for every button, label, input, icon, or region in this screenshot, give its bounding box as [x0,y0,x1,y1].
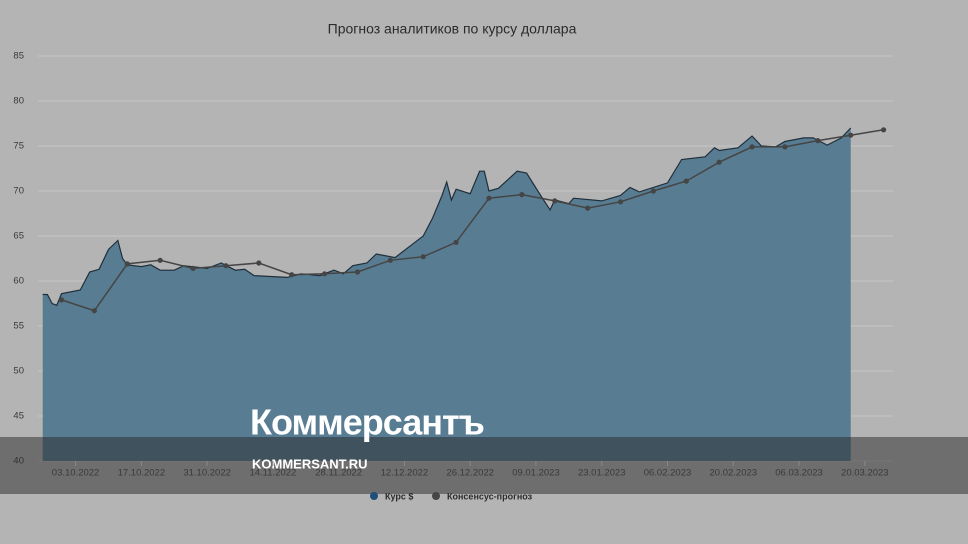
x-axis: 03.10.2022 17.10.2022 31.10.2022 14.11.2022… [52,461,889,479]
x-tick-label: 09.01.2023 [512,468,560,479]
marker [289,272,295,278]
marker [453,239,459,245]
legend-marker [370,492,378,500]
line [61,129,884,312]
watermark-logo: Коммерсантъ [250,402,484,443]
marker [749,144,755,150]
marker [58,297,65,303]
marker [124,261,130,267]
marker [683,178,689,184]
marker [716,159,722,165]
marker [585,205,591,211]
marker [420,254,426,260]
area-outline [42,127,852,307]
x-tick-label: 28.11.2022 [315,468,362,479]
marker [91,308,97,314]
marker [157,257,163,263]
chart-title: Прогноз аналитиков по курсу доллара [328,21,577,37]
x-tick-label: 31.10.2022 [183,468,231,479]
marker [354,269,361,275]
marker [190,265,196,271]
legend-label: Консенсус-прогноз [447,491,533,501]
x-tick-label: 06.03.2023 [775,468,823,479]
plot-area [42,127,887,461]
legend-label: Курс $ [385,491,413,501]
marker [848,132,854,138]
x-tick-label: 03.10.2022 [52,468,100,479]
x-tick-label: 20.03.2023 [841,468,889,479]
marker [650,188,657,194]
marker [815,138,821,144]
y-tick-label: 65 [13,231,24,242]
area [42,128,851,461]
y-tick-label: 60 [13,276,24,287]
x-tick-label: 06.02.2023 [644,468,692,479]
y-tick-label: 80 [13,96,24,107]
marker [321,271,328,277]
y-tick-label: 85 [13,51,24,62]
y-tick-label: 70 [13,186,24,197]
marker [519,192,525,198]
x-tick-label: 17.10.2022 [118,468,166,479]
y-tick-label: 55 [13,321,24,332]
x-tick-label: 12.12.2022 [381,468,429,479]
y-tick-label: 75 [13,141,24,152]
x-tick-label: 26.12.2022 [446,468,494,479]
marker [552,198,558,204]
y-tick-label: 50 [13,366,24,377]
watermark-url: KOMMERSANT.RU [252,456,368,471]
marker [256,260,262,266]
y-tick-label: 45 [13,411,24,422]
legend: Курс $ Консенсус-прогноз [370,491,533,501]
x-tick-label: 14.11.2022 [249,468,296,479]
marker [881,127,887,133]
marker [387,257,393,263]
x-tick-label: 23.01.2023 [578,468,626,479]
legend-marker [432,492,440,500]
marker [486,195,492,201]
marker [617,199,624,205]
watermark-band [0,437,968,494]
marker [782,144,788,150]
marker [223,263,229,269]
x-tick-label: 20.02.2023 [710,468,758,479]
